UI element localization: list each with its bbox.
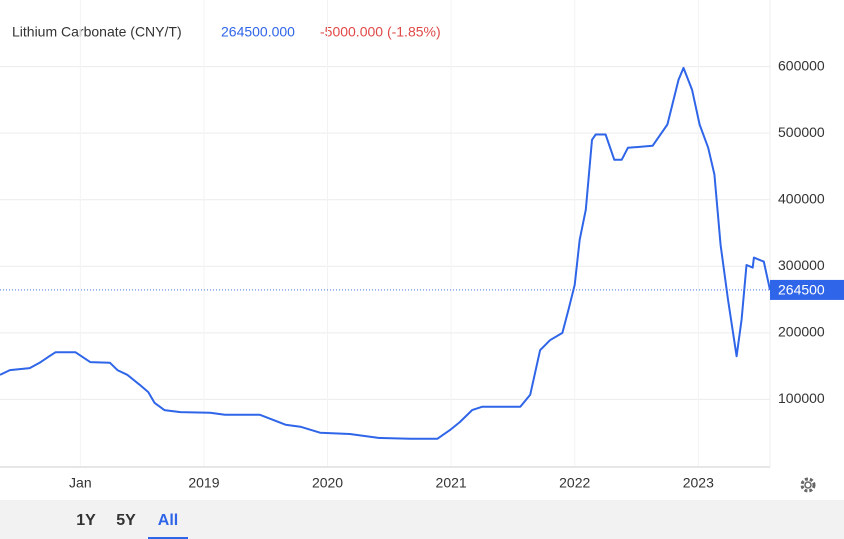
range-button[interactable]: 1Y (76, 512, 96, 529)
x-tick-label: 2022 (559, 475, 590, 491)
change: -5000.000 (-1.85%) (320, 24, 441, 40)
chart: Lithium Carbonate (CNY/T) 264500.000 -50… (0, 0, 844, 493)
x-tick-label: 2023 (683, 475, 714, 491)
y-tick-label: 300000 (778, 257, 825, 273)
x-tick-label: 2019 (188, 475, 219, 491)
last-value-label: 264500 (778, 282, 825, 298)
y-tick-label: 600000 (778, 57, 825, 73)
settings-icon[interactable] (800, 477, 816, 493)
last-value-box (770, 279, 844, 300)
chart-title: Lithium Carbonate (CNY/T) (12, 24, 182, 40)
y-tick-label: 100000 (778, 390, 825, 406)
x-tick-label: 2020 (312, 475, 343, 491)
x-tick-label: Jan (69, 475, 92, 491)
range-button[interactable]: All (148, 510, 188, 539)
y-tick-label: 500000 (778, 124, 825, 140)
range-button[interactable]: 5Y (116, 512, 136, 529)
x-tick-label: 2021 (436, 475, 467, 491)
price: 264500.000 (221, 24, 295, 40)
y-tick-label: 400000 (778, 190, 825, 206)
price-line (0, 66, 771, 440)
y-tick-label: 200000 (778, 324, 825, 340)
range-bar: 1Y 5Y All (0, 500, 844, 539)
